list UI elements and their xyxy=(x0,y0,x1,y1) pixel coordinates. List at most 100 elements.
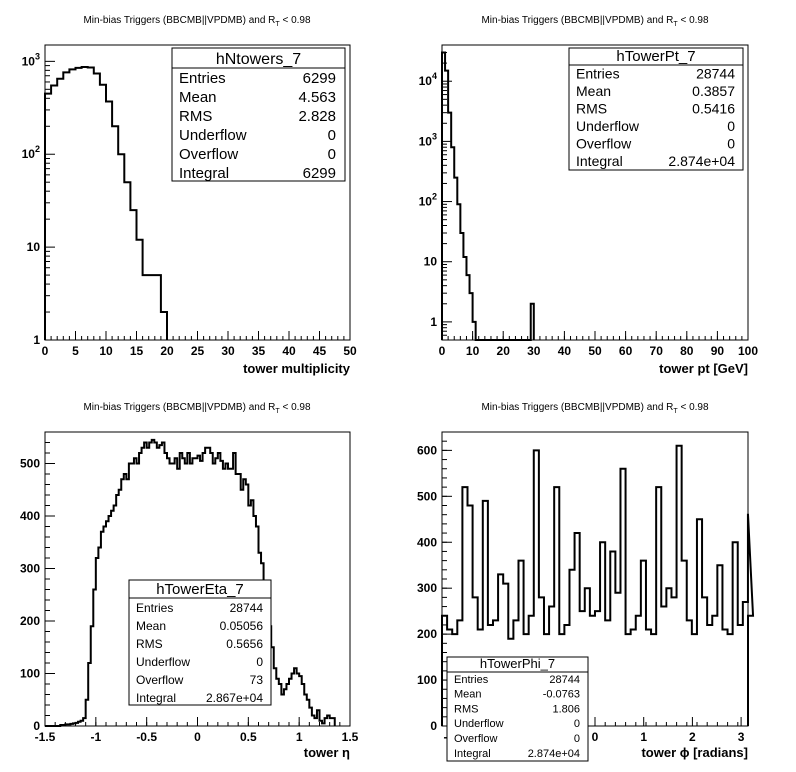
histogram-line xyxy=(441,51,535,341)
x-axis-label: tower multiplicity xyxy=(243,361,351,376)
stats-row-label: RMS xyxy=(454,703,478,715)
y-tick-label: 102 xyxy=(22,144,40,161)
stats-frame xyxy=(128,579,272,706)
y-tick-label: 300 xyxy=(20,562,40,576)
histogram-panel-3: Min-bias Triggers (BBCMB||VPDMB) and RT … xyxy=(20,402,359,760)
x-tick-label: 2 xyxy=(689,730,696,744)
y-tick-label: 1 xyxy=(430,315,437,329)
y-tick-label: 0 xyxy=(33,719,40,733)
x-tick-label: -1.5 xyxy=(35,730,56,744)
stats-frame xyxy=(446,656,589,762)
stats-title: hNtowers_7 xyxy=(216,51,301,68)
x-tick-label: 50 xyxy=(588,344,602,358)
stats-row-label: Overflow xyxy=(179,146,238,163)
stats-row-label: Overflow xyxy=(454,733,497,745)
stats-row-value: -0.0763 xyxy=(543,689,580,701)
stats-row-label: Mean xyxy=(576,83,611,99)
stats-row-label: RMS xyxy=(136,637,163,651)
x-tick-label: 0 xyxy=(42,344,49,358)
x-tick-label: 80 xyxy=(680,344,694,358)
stats-title: hTowerPt_7 xyxy=(616,48,695,65)
y-tick-label: 300 xyxy=(417,581,437,595)
chart-title: Min-bias Triggers (BBCMB||VPDMB) and RT … xyxy=(83,402,311,415)
x-tick-label: 45 xyxy=(313,344,327,358)
y-tick-label: 10 xyxy=(424,255,438,269)
stats-row-value: 28744 xyxy=(549,674,580,686)
stats-row-label: Mean xyxy=(454,689,482,701)
histogram-line xyxy=(441,444,755,726)
stats-row-value: 0.5416 xyxy=(692,101,735,117)
x-tick-label: 0 xyxy=(592,730,599,744)
x-tick-label: 40 xyxy=(282,344,296,358)
chart-title: Min-bias Triggers (BBCMB||VPDMB) and RT … xyxy=(481,15,709,28)
stats-row-value: 4.563 xyxy=(298,89,336,106)
stats-row-value: 73 xyxy=(250,673,264,687)
stats-box: hTowerEta_7 Entries 28744 Mean 0.05056 RMS 0.5… xyxy=(128,579,272,706)
stats-row-label: Underflow xyxy=(576,118,640,134)
stats-row-value: 0.3857 xyxy=(692,83,735,99)
x-tick-label: 40 xyxy=(558,344,572,358)
x-tick-label: 20 xyxy=(497,344,511,358)
stats-row-label: Integral xyxy=(576,153,623,169)
x-tick-label: 50 xyxy=(343,344,357,358)
stats-row-value: 2.867e+04 xyxy=(206,691,263,705)
y-tick-label: 103 xyxy=(22,51,40,68)
x-tick-label: 1 xyxy=(640,730,647,744)
y-tick-label: 100 xyxy=(20,667,40,681)
chart-title: Min-bias Triggers (BBCMB||VPDMB) and RT … xyxy=(481,402,709,415)
y-tick-label: 600 xyxy=(417,443,437,457)
stats-row-label: Overflow xyxy=(576,136,632,152)
stats-title: hTowerPhi_7 xyxy=(480,656,555,671)
stats-row-label: Underflow xyxy=(454,718,504,730)
x-tick-label: 0 xyxy=(439,344,446,358)
stats-row-value: 0.5656 xyxy=(226,637,263,651)
y-tick-label: 104 xyxy=(419,71,437,88)
y-tick-label: 400 xyxy=(20,509,40,523)
histogram-line xyxy=(45,438,336,727)
x-tick-label: 60 xyxy=(619,344,633,358)
stats-box: hNtowers_7 Entries 6299 Mean 4.563 RMS 2.828 Un… xyxy=(171,47,346,182)
x-tick-label: 1 xyxy=(296,730,303,744)
stats-row-label: Entries xyxy=(454,674,489,686)
stats-frame xyxy=(568,47,744,171)
x-tick-label: 15 xyxy=(130,344,144,358)
x-tick-label: 3 xyxy=(738,730,745,744)
histogram-line xyxy=(44,65,168,340)
stats-title: hTowerEta_7 xyxy=(156,581,244,598)
stats-row-value: 0 xyxy=(574,733,580,745)
stats-row-value: 0 xyxy=(328,127,336,144)
y-tick-label: 200 xyxy=(20,614,40,628)
stats-row-value: 0.05056 xyxy=(220,619,264,633)
stats-row-label: Mean xyxy=(136,619,166,633)
stats-row-label: Entries xyxy=(136,601,173,615)
stats-row-label: RMS xyxy=(576,101,607,117)
stats-row-label: Entries xyxy=(576,66,620,82)
x-tick-label: 10 xyxy=(466,344,480,358)
y-tick-label: 500 xyxy=(20,457,40,471)
x-tick-label: -0.5 xyxy=(136,730,157,744)
stats-row-value: 2.828 xyxy=(298,108,336,125)
x-axis-label: tower pt [GeV] xyxy=(659,361,748,376)
stats-row-label: Underflow xyxy=(179,127,247,144)
x-tick-label: 5 xyxy=(72,344,79,358)
chart-title: Min-bias Triggers (BBCMB||VPDMB) and RT … xyxy=(83,15,311,28)
y-tick-label: 10 xyxy=(27,240,41,254)
stats-row-value: 0 xyxy=(727,136,735,152)
x-axis-label: tower η xyxy=(304,745,350,760)
y-tick-label: 103 xyxy=(419,131,437,148)
x-axis-label: tower ϕ [radians] xyxy=(641,745,748,760)
stats-row-label: Overflow xyxy=(136,673,184,687)
x-tick-label: 30 xyxy=(527,344,541,358)
stats-frame xyxy=(171,47,346,182)
stats-row-label: Underflow xyxy=(136,655,190,669)
x-tick-label: 35 xyxy=(252,344,266,358)
y-tick-label: 100 xyxy=(417,673,437,687)
histogram-panel-1: Min-bias Triggers (BBCMB||VPDMB) and RT … xyxy=(22,15,357,376)
stats-row-label: Entries xyxy=(179,70,226,87)
stats-row-label: RMS xyxy=(179,108,212,125)
stats-row-value: 2.874e+04 xyxy=(528,748,580,760)
y-tick-label: 500 xyxy=(417,489,437,503)
x-tick-label: -1 xyxy=(90,730,101,744)
